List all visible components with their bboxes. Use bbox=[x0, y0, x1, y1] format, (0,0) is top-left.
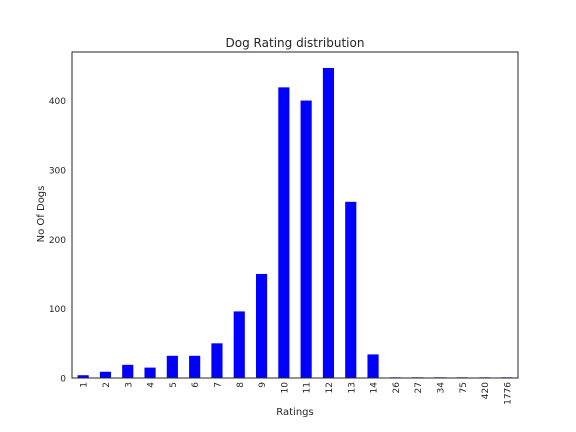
bar-1 bbox=[77, 375, 89, 378]
bar-10 bbox=[278, 87, 290, 379]
x-tick-label-34: 34 bbox=[436, 382, 446, 394]
x-tick-label-26: 26 bbox=[392, 382, 402, 394]
x-tick-label-2: 2 bbox=[102, 382, 112, 388]
x-tick-label-6: 6 bbox=[191, 382, 201, 388]
y-axis-label: No Of Dogs bbox=[36, 186, 47, 243]
y-tick-label-400: 400 bbox=[49, 97, 66, 107]
x-tick-label-11: 11 bbox=[303, 382, 313, 393]
x-tick-label-27: 27 bbox=[414, 382, 424, 393]
chart-title: Dog Rating distribution bbox=[226, 36, 365, 50]
x-tick-label-13: 13 bbox=[347, 382, 357, 393]
x-tick-label-8: 8 bbox=[236, 382, 246, 388]
bar-14 bbox=[367, 354, 379, 378]
x-tick-label-1: 1 bbox=[80, 382, 90, 388]
x-tick-label-10: 10 bbox=[280, 382, 290, 394]
bar-3 bbox=[122, 364, 134, 378]
bar-8 bbox=[233, 311, 245, 378]
y-tick-label-100: 100 bbox=[49, 305, 66, 315]
x-tick-label-1776: 1776 bbox=[503, 382, 513, 405]
x-tick-label-9: 9 bbox=[258, 382, 268, 388]
y-tick-label-200: 200 bbox=[49, 236, 66, 246]
x-tick-label-420: 420 bbox=[481, 382, 491, 399]
x-tick-label-14: 14 bbox=[370, 382, 380, 394]
x-axis-label: Ratings bbox=[276, 407, 313, 418]
bar-12 bbox=[322, 67, 335, 378]
bar-5 bbox=[166, 355, 178, 378]
x-tick-label-3: 3 bbox=[124, 382, 134, 388]
bar-13 bbox=[345, 201, 357, 378]
y-tick-label-0: 0 bbox=[60, 375, 66, 385]
x-tick-label-7: 7 bbox=[213, 382, 223, 388]
bar-6 bbox=[189, 355, 201, 378]
bar-11 bbox=[300, 100, 312, 379]
bar-7 bbox=[211, 343, 223, 378]
bar-2 bbox=[99, 371, 112, 378]
x-tick-label-4: 4 bbox=[147, 382, 157, 388]
bar-9 bbox=[255, 273, 268, 378]
x-tick-label-5: 5 bbox=[169, 382, 179, 388]
plot-frame bbox=[71, 51, 519, 379]
bar-4 bbox=[144, 367, 156, 378]
x-tick-label-12: 12 bbox=[325, 382, 335, 393]
x-tick-label-75: 75 bbox=[459, 382, 469, 393]
y-tick-label-300: 300 bbox=[49, 166, 66, 176]
